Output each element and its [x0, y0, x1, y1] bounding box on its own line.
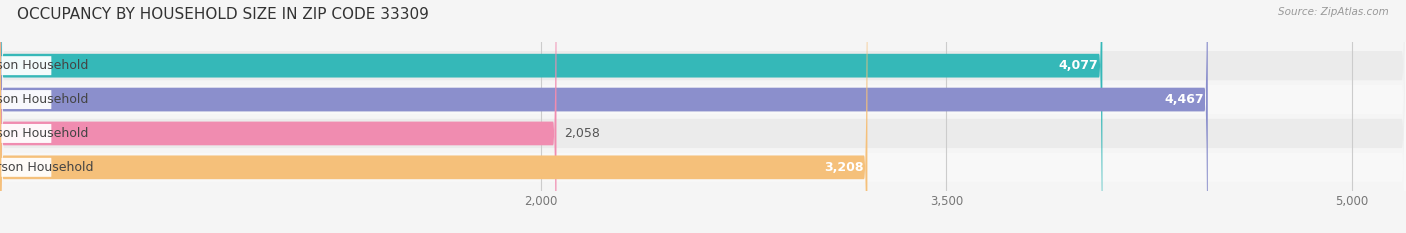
FancyBboxPatch shape: [1, 56, 52, 75]
Text: 2-Person Household: 2-Person Household: [0, 93, 89, 106]
FancyBboxPatch shape: [1, 158, 52, 177]
FancyBboxPatch shape: [0, 0, 1102, 233]
FancyBboxPatch shape: [0, 0, 1208, 233]
Text: 4,467: 4,467: [1164, 93, 1204, 106]
FancyBboxPatch shape: [0, 0, 868, 233]
Text: 3,208: 3,208: [824, 161, 863, 174]
Text: 4,077: 4,077: [1059, 59, 1098, 72]
Text: 1-Person Household: 1-Person Household: [0, 59, 89, 72]
FancyBboxPatch shape: [0, 0, 557, 233]
Text: Source: ZipAtlas.com: Source: ZipAtlas.com: [1278, 7, 1389, 17]
FancyBboxPatch shape: [1, 90, 52, 109]
Text: 2,058: 2,058: [565, 127, 600, 140]
Text: 3-Person Household: 3-Person Household: [0, 127, 89, 140]
Text: OCCUPANCY BY HOUSEHOLD SIZE IN ZIP CODE 33309: OCCUPANCY BY HOUSEHOLD SIZE IN ZIP CODE …: [17, 7, 429, 22]
FancyBboxPatch shape: [1, 124, 52, 143]
Text: 4+ Person Household: 4+ Person Household: [0, 161, 94, 174]
